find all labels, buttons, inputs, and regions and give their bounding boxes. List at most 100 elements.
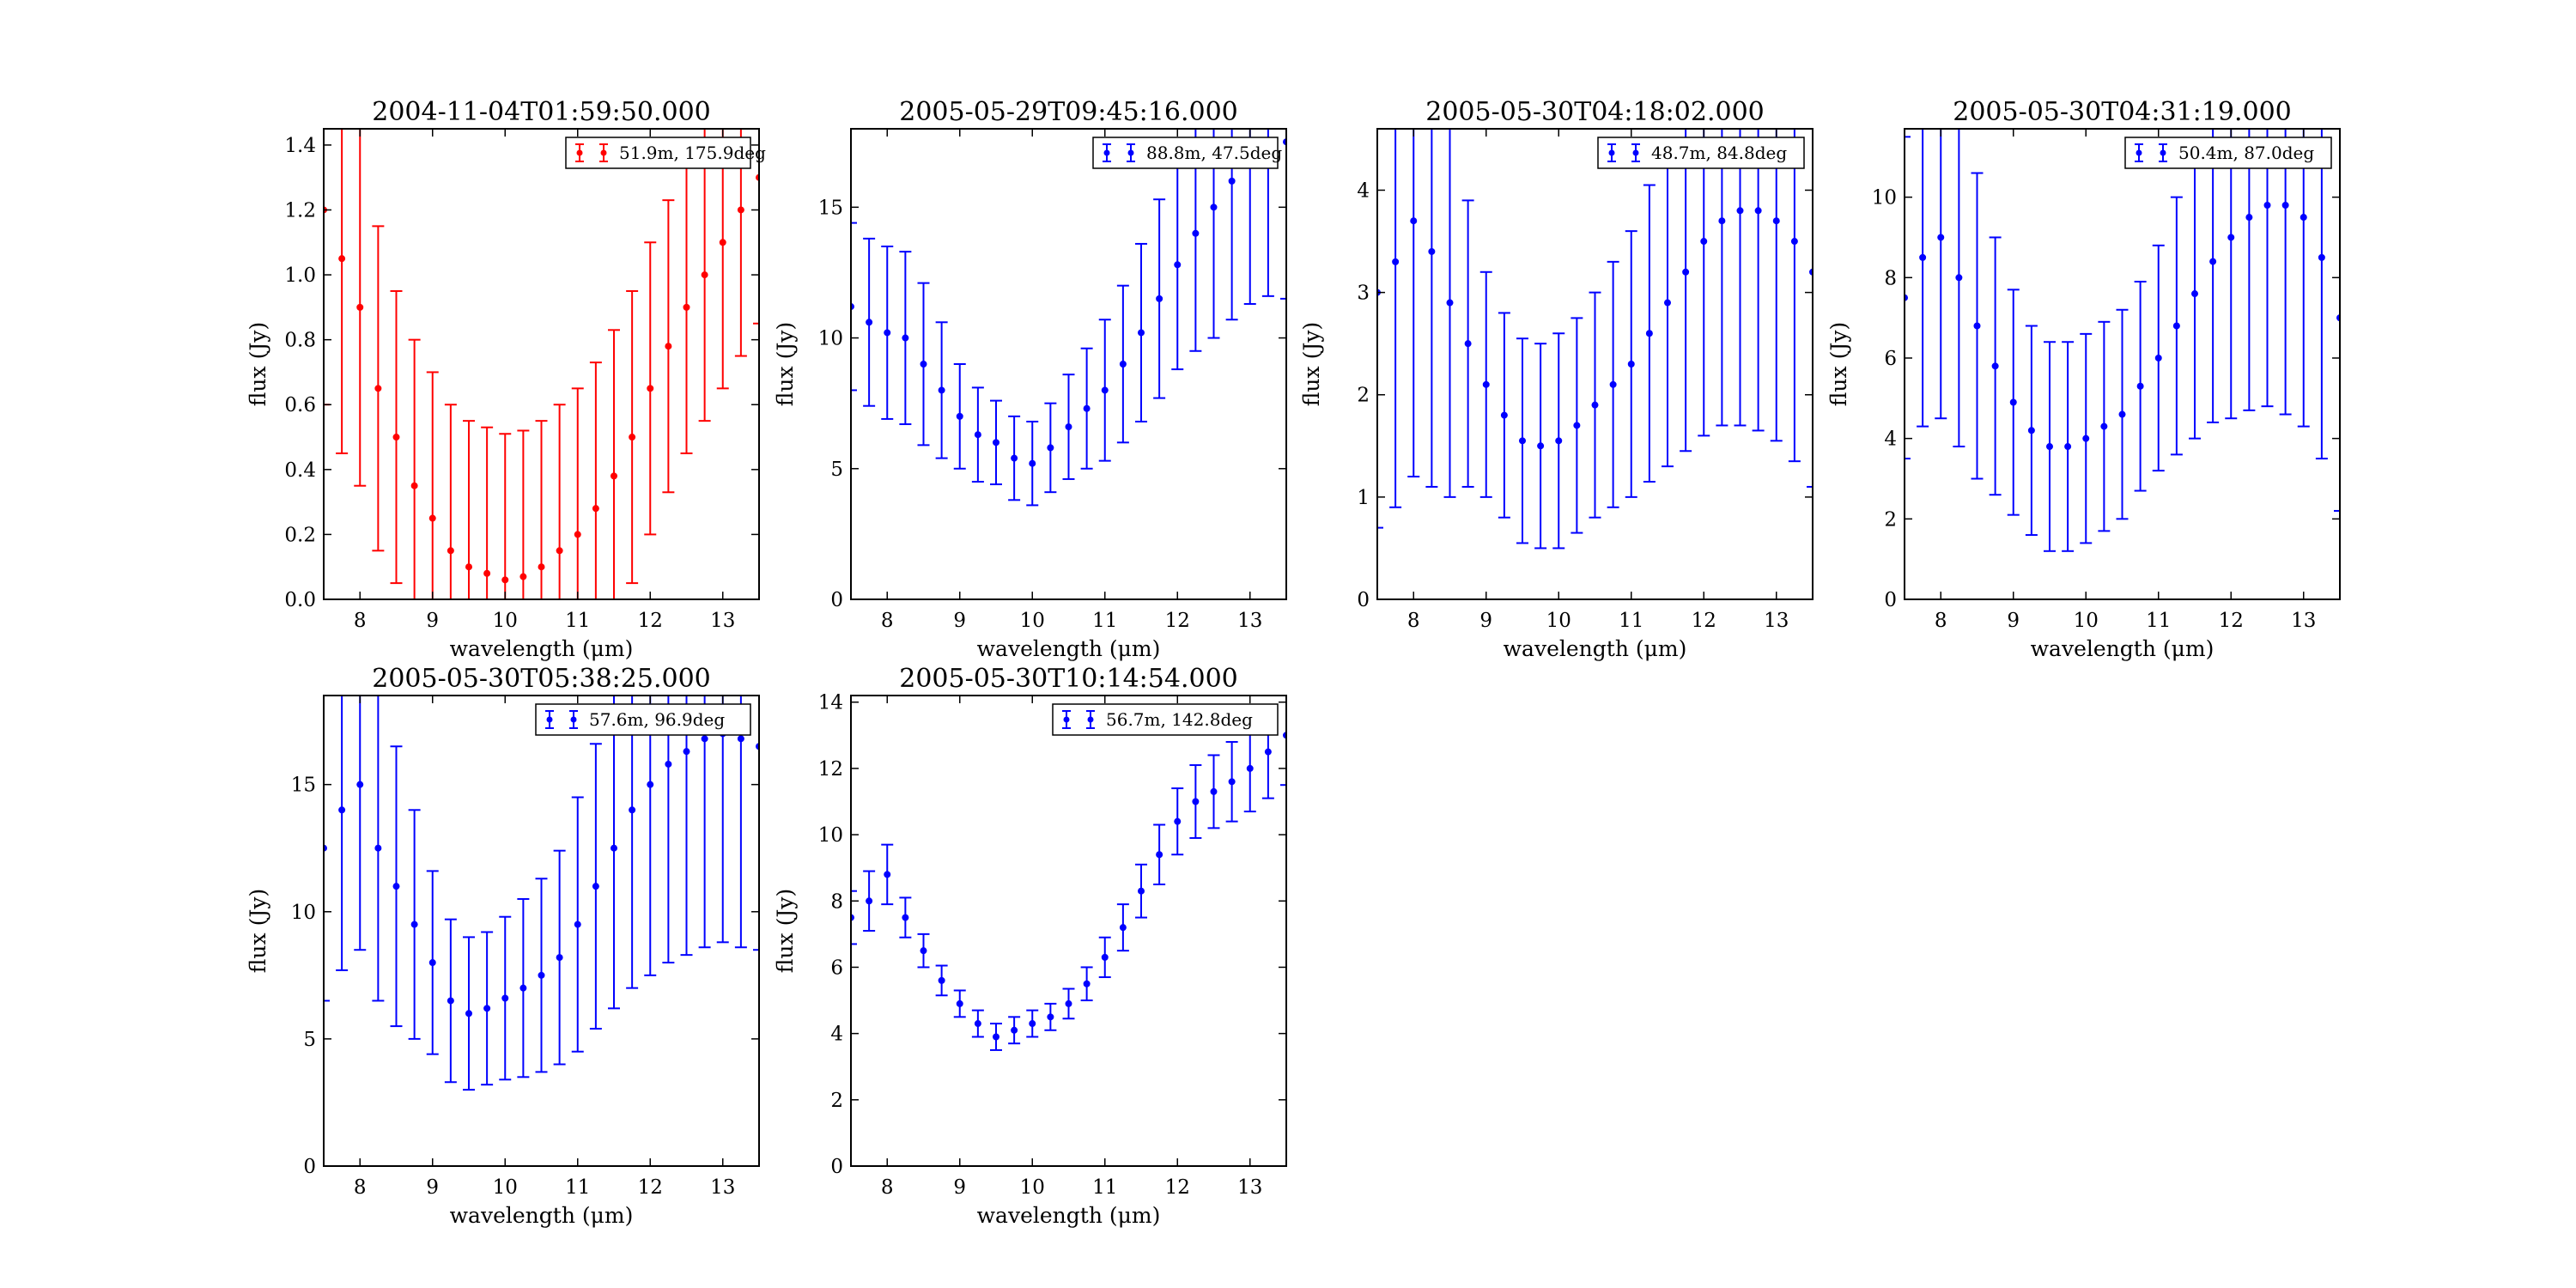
data-point — [1119, 361, 1127, 368]
panel-1: 8 9 10 11 12 13 0.0 0.2 0.4 0.6 0.8 1.0 1.2 1.4 2004-1… — [246, 97, 766, 661]
data-point — [956, 999, 963, 1007]
data-point — [1537, 442, 1545, 450]
y-tick-label: 0.6 — [284, 394, 316, 416]
data-point — [701, 735, 708, 743]
data-point — [1718, 217, 1726, 225]
data-point — [1011, 1026, 1018, 1034]
data-point — [1937, 234, 1945, 241]
x-axis-label: wavelength (μm) — [977, 636, 1161, 661]
data-point — [1573, 422, 1581, 429]
legend: 56.7m, 142.8deg — [1052, 703, 1279, 736]
data-point — [647, 781, 654, 788]
data-point — [1210, 787, 1218, 795]
data-point — [1991, 362, 1999, 370]
y-tick-label: 0 — [830, 1156, 843, 1178]
axes-frame — [1904, 128, 2341, 600]
y-axis-label: flux (Jy) — [246, 322, 270, 406]
legend-marker — [1608, 149, 1615, 156]
data-point — [1754, 207, 1762, 215]
y-tick-label: 5 — [303, 1029, 316, 1051]
y-tick-label: 4 — [830, 1024, 843, 1046]
legend-marker — [600, 149, 607, 156]
x-axis-label: wavelength (μm) — [2031, 636, 2215, 661]
data-point — [2118, 410, 2126, 418]
data-point — [410, 920, 418, 928]
data-point — [1047, 1013, 1054, 1021]
data-point — [428, 514, 436, 522]
x-tick-label: 8 — [1935, 610, 1947, 632]
data-point — [1973, 322, 1981, 330]
legend-marker — [570, 716, 577, 723]
data-point — [1410, 217, 1418, 225]
legend: 57.6m, 96.9deg — [535, 703, 751, 736]
legend-marker — [546, 716, 553, 723]
data-point — [737, 206, 744, 214]
x-tick-label: 11 — [1092, 610, 1117, 632]
y-tick-label: 4 — [1357, 179, 1370, 202]
x-tick-label: 13 — [1237, 1176, 1262, 1199]
data-point — [556, 547, 563, 555]
data-point — [647, 385, 654, 392]
data-point — [1119, 924, 1127, 932]
legend: 48.7m, 84.8deg — [1597, 137, 1805, 169]
data-point — [1156, 295, 1163, 302]
data-point — [611, 844, 617, 852]
data-point — [1156, 851, 1163, 859]
y-tick-label: 14 — [818, 692, 843, 714]
data-point — [1210, 204, 1218, 211]
x-tick-label: 12 — [638, 1176, 663, 1199]
x-axis-label: wavelength (μm) — [450, 1203, 634, 1228]
x-tick-label: 9 — [426, 1176, 439, 1199]
y-tick-label: 10 — [818, 824, 843, 847]
data-point — [1029, 459, 1036, 467]
x-tick-label: 8 — [354, 610, 367, 632]
data-point — [2300, 214, 2307, 222]
legend-label: 48.7m, 84.8deg — [1651, 143, 1787, 163]
data-point — [2263, 201, 2271, 209]
data-point — [866, 897, 873, 905]
data-point — [884, 329, 891, 337]
data-point — [920, 361, 927, 368]
x-tick-label: 10 — [1546, 610, 1571, 632]
data-point — [1029, 1020, 1036, 1028]
data-point — [1627, 361, 1635, 368]
data-point — [1228, 177, 1236, 185]
axes-frame — [850, 128, 1287, 600]
legend-marker — [2136, 149, 2142, 156]
data-layer — [324, 129, 759, 599]
data-point — [1790, 238, 1798, 246]
x-tick-label: 9 — [953, 1176, 966, 1199]
data-point — [574, 920, 581, 928]
legend-box — [2124, 137, 2332, 169]
data-point — [611, 472, 617, 480]
data-point — [1519, 437, 1526, 445]
panel-title: 2005-05-30T05:38:25.000 — [372, 664, 711, 694]
y-tick-label: 0.4 — [284, 459, 316, 482]
data-point — [2064, 443, 2072, 451]
y-tick-label: 0 — [830, 589, 843, 611]
y-tick-label: 10 — [818, 328, 843, 350]
data-point — [938, 976, 945, 984]
data-point — [974, 1020, 981, 1028]
x-tick-label: 8 — [1407, 610, 1420, 632]
x-tick-label: 9 — [1479, 610, 1492, 632]
data-layer — [1377, 129, 1813, 550]
legend-marker — [576, 149, 583, 156]
data-point — [1101, 386, 1109, 394]
y-tick-label: 1.0 — [284, 264, 316, 287]
data-point — [2281, 201, 2289, 209]
data-point — [866, 319, 873, 326]
y-tick-label: 15 — [291, 775, 316, 797]
panel-title: 2004-11-04T01:59:50.000 — [372, 97, 711, 127]
data-point — [2318, 253, 2325, 261]
data-point — [2172, 322, 2180, 330]
legend-box — [1092, 137, 1279, 169]
data-point — [1700, 238, 1708, 246]
data-point — [447, 997, 454, 1005]
data-point — [1174, 261, 1182, 269]
data-point — [1065, 999, 1072, 1007]
data-point — [1083, 980, 1091, 987]
panel-title: 2005-05-30T04:18:02.000 — [1425, 97, 1765, 127]
data-point — [1428, 247, 1436, 255]
